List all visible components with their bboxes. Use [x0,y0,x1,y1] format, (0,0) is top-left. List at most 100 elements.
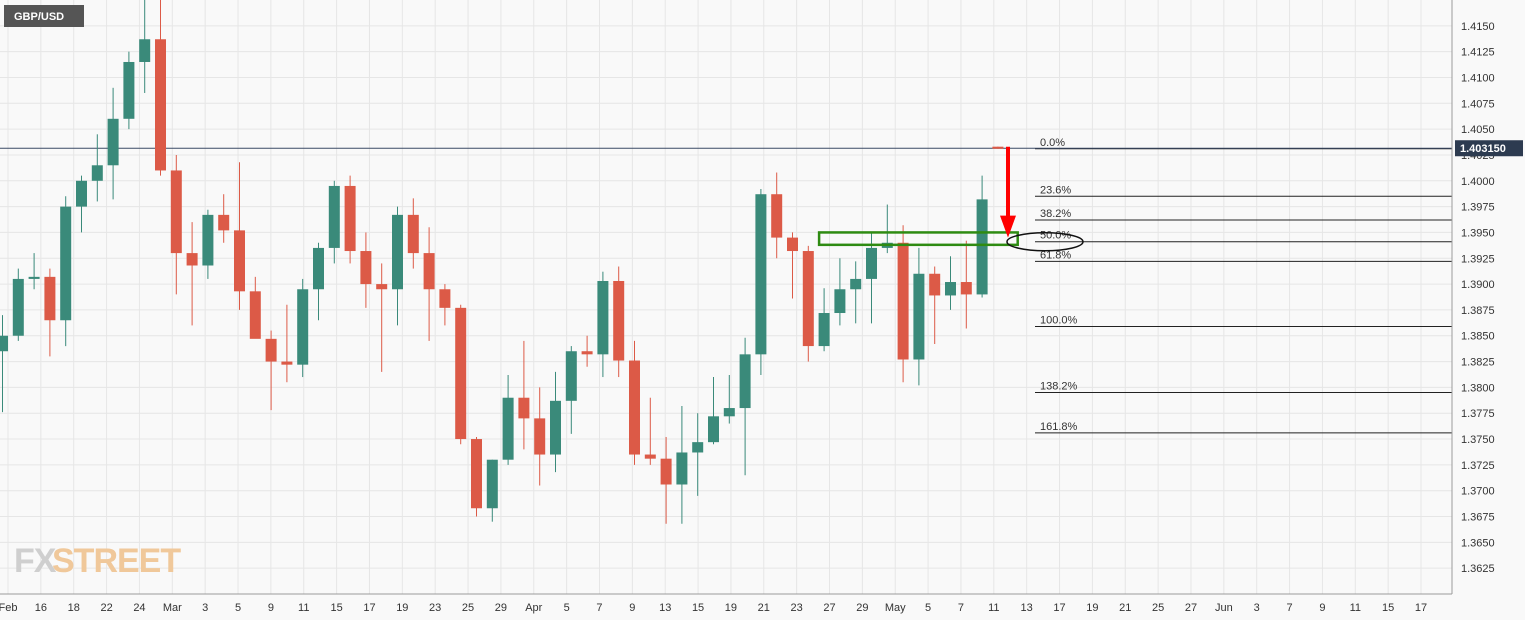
candle-body [186,253,198,266]
support-zone-box [817,231,1019,247]
candle-body [218,214,230,231]
candle-body [328,185,340,248]
current-price-tag [1455,140,1523,157]
y-tick-label: 1.4075 [1461,98,1495,110]
x-tick-label: May [885,602,906,614]
candle-body [644,454,656,459]
candle-body [945,282,956,296]
x-tick-label: 21 [758,602,770,614]
candle-body [502,397,514,460]
candle-body [755,194,767,355]
y-tick-label: 1.3925 [1461,253,1495,265]
x-tick-label: 9 [629,602,635,614]
candle-body [739,354,751,409]
candle-body [392,214,403,290]
candle-body [155,39,166,171]
candle-body [28,276,40,279]
candle-body [60,206,72,321]
x-tick-label: 15 [692,602,704,614]
candle-body [91,165,103,181]
candle-body [376,284,388,290]
x-tick-label: 23 [791,602,803,614]
candle-body [581,351,593,355]
candle-body [565,351,577,401]
x-tick-label: Feb [0,602,17,614]
candle-body [313,247,324,290]
candle-body [550,400,561,455]
fifty-percent-ellipse [1006,231,1084,252]
current-price-label: 1.403150 [1460,143,1506,155]
y-tick-label: 1.3775 [1461,408,1495,420]
x-tick-label: 16 [35,602,47,614]
candle-body [723,408,735,417]
x-tick-label: 19 [725,602,737,614]
y-tick-label: 1.3900 [1461,279,1495,291]
fib-level-label: 38.2% [1040,208,1071,220]
x-tick-label: 21 [1119,602,1131,614]
y-tick-label: 1.4125 [1461,47,1495,59]
y-tick-label: 1.3725 [1461,460,1495,472]
candle-body [249,291,261,339]
x-tick-label: 27 [1185,602,1197,614]
y-tick-label: 1.3700 [1461,486,1495,498]
y-tick-label: 1.3750 [1461,434,1495,446]
candle-body [455,307,467,440]
candle-body [170,170,182,254]
candle-body [297,289,309,365]
candle-body [692,442,704,453]
y-tick-label: 1.4100 [1461,72,1495,84]
fib-level-label: 61.8% [1040,249,1071,261]
candle-body [802,251,814,347]
candle-body [44,276,56,321]
y-tick-label: 1.3800 [1461,382,1495,394]
candle-body [12,278,24,336]
y-tick-label: 1.4050 [1461,124,1495,136]
x-tick-label: 9 [268,602,274,614]
x-tick-label: Jun [1215,602,1233,614]
candle-body [439,289,451,308]
candle-body [960,282,972,295]
x-tick-label: 7 [596,602,602,614]
x-tick-label: 5 [235,602,241,614]
x-tick-label: 3 [1254,602,1260,614]
y-tick-label: 1.3625 [1461,563,1495,575]
x-tick-label: 25 [1152,602,1164,614]
fib-level-label: 23.6% [1040,184,1071,196]
candle-body [629,360,640,455]
annotations [817,146,1084,252]
x-tick-label: 22 [100,602,112,614]
x-tick-label: 13 [1021,602,1033,614]
candle-body [897,242,909,360]
candle-body [202,214,214,266]
fib-level-label: 161.8% [1040,421,1078,433]
x-tick-label: 18 [68,602,80,614]
arrow-head [1000,215,1016,238]
logo-fx: FX [14,542,57,580]
x-tick-label: 15 [1382,602,1394,614]
x-tick-label: Mar [163,602,182,614]
candle-body [518,397,530,419]
candle-body [913,273,925,360]
x-tick-label: 19 [1086,602,1098,614]
candle-body [866,247,877,279]
candle-body [107,118,119,166]
fib-level-label: 138.2% [1040,381,1078,393]
x-tick-label: 17 [363,602,375,614]
candle-body [123,61,135,119]
x-tick-label: 27 [823,602,835,614]
x-tick-label: 19 [396,602,408,614]
y-tick-label: 1.4000 [1461,176,1495,188]
candle-body [281,361,293,365]
candle-body [471,439,482,509]
candle-body [613,280,625,361]
y-tick-label: 1.3950 [1461,227,1495,239]
x-tick-label: 25 [462,602,474,614]
candle-body [834,289,846,314]
candle-body [818,313,830,347]
candle-body [850,278,862,290]
candle-body [486,459,498,509]
candle-body [0,335,8,352]
candle-body [676,452,688,485]
